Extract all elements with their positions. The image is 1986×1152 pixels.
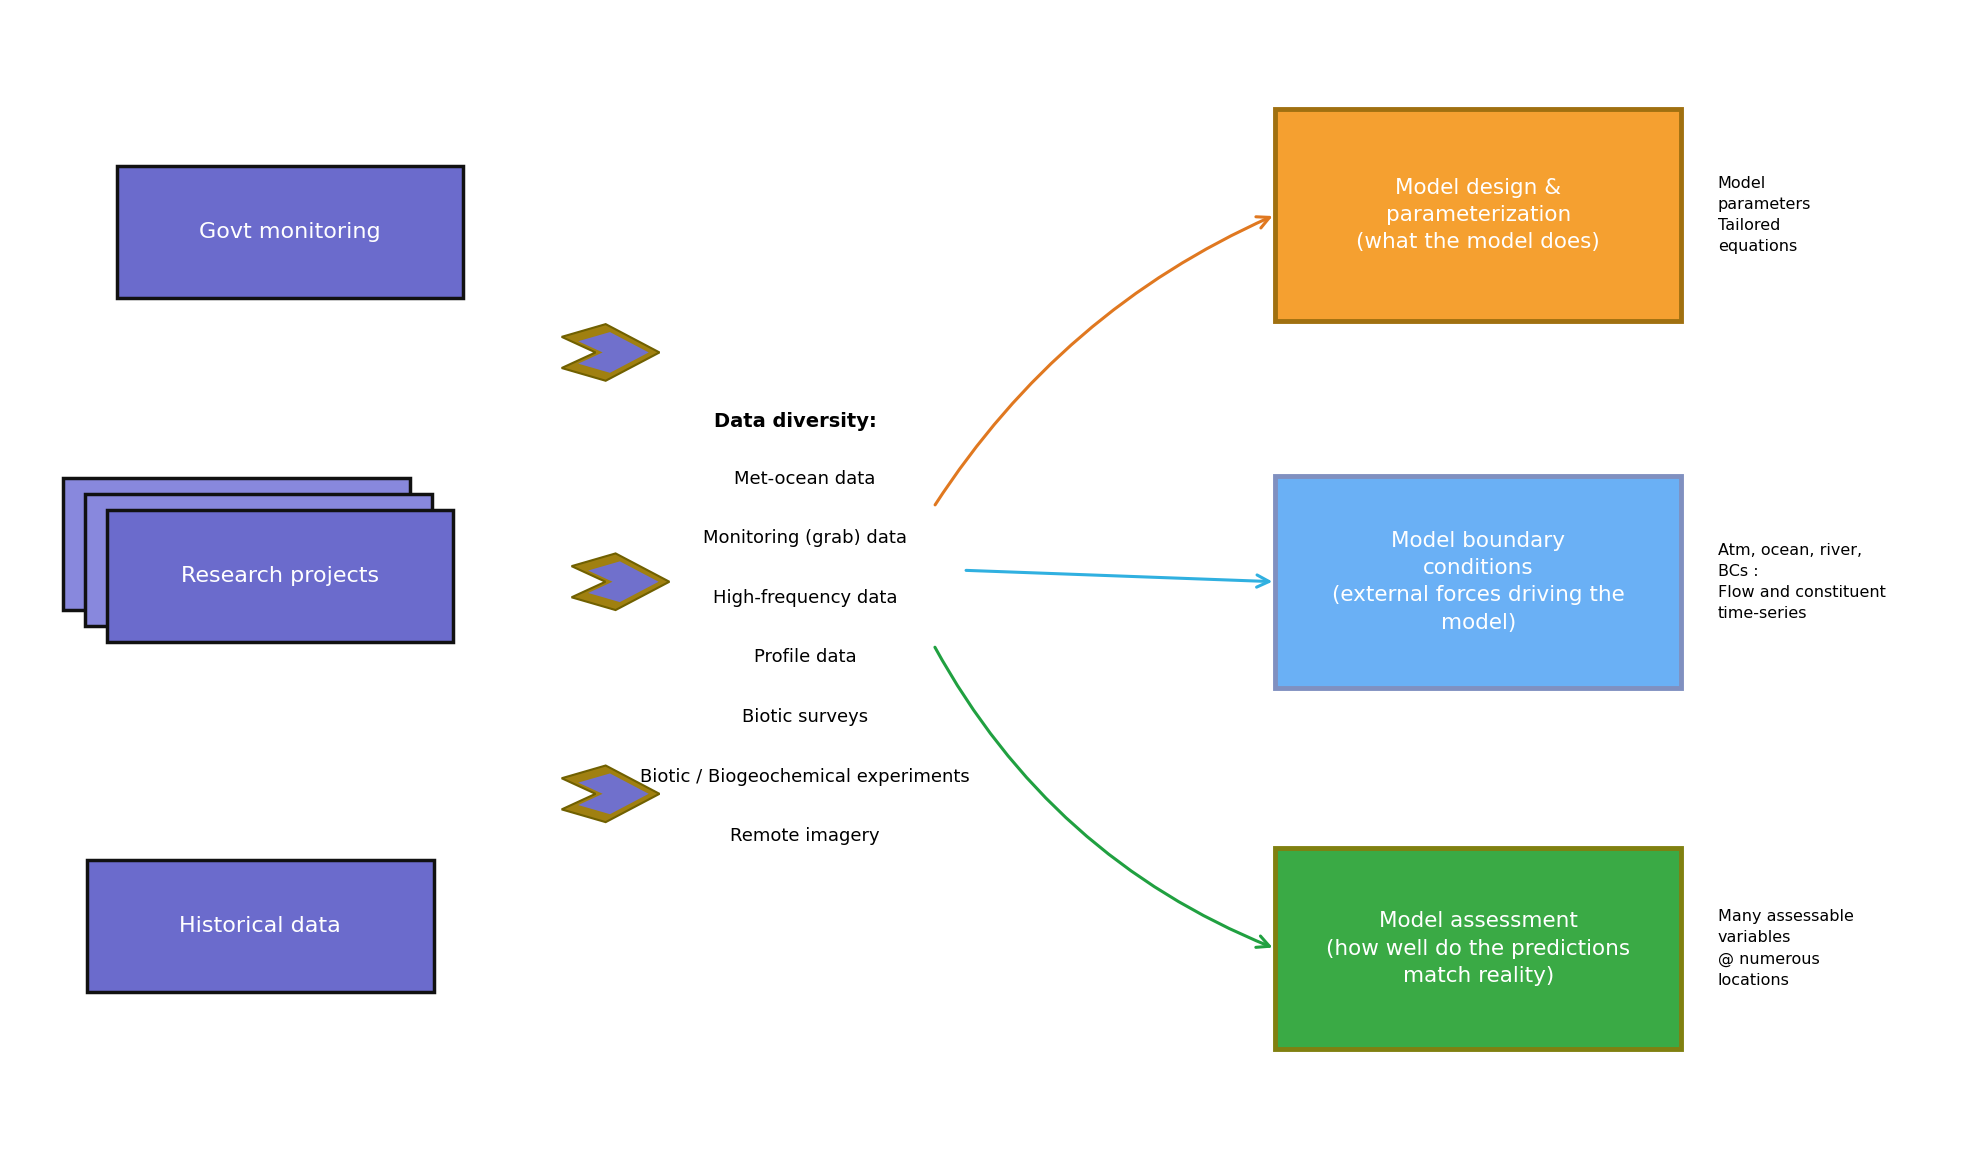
Text: Monitoring (grab) data: Monitoring (grab) data <box>703 529 908 547</box>
Text: Model
parameters
Tailored
equations: Model parameters Tailored equations <box>1718 176 1811 253</box>
Text: Historical data: Historical data <box>179 916 342 935</box>
FancyBboxPatch shape <box>85 494 431 626</box>
FancyBboxPatch shape <box>1275 848 1682 1049</box>
FancyBboxPatch shape <box>87 859 433 992</box>
Polygon shape <box>588 561 659 602</box>
FancyBboxPatch shape <box>1275 108 1682 321</box>
Text: Research projects: Research projects <box>181 566 379 586</box>
Text: Atm, ocean, river,
BCs :
Flow and constituent
time-series: Atm, ocean, river, BCs : Flow and consti… <box>1718 543 1887 621</box>
Text: Model design &
parameterization
(what the model does): Model design & parameterization (what th… <box>1356 177 1601 252</box>
Text: Biotic / Biogeochemical experiments: Biotic / Biogeochemical experiments <box>639 767 969 786</box>
FancyBboxPatch shape <box>117 166 463 298</box>
Text: Model assessment
(how well do the predictions
match reality): Model assessment (how well do the predic… <box>1327 911 1631 986</box>
Text: Many assessable
variables
@ numerous
locations: Many assessable variables @ numerous loc… <box>1718 909 1853 987</box>
FancyBboxPatch shape <box>64 478 409 609</box>
Polygon shape <box>562 324 659 381</box>
Text: Profile data: Profile data <box>753 649 856 666</box>
Text: Model boundary
conditions
(external forces driving the
model): Model boundary conditions (external forc… <box>1333 531 1625 632</box>
Text: Biotic surveys: Biotic surveys <box>743 708 868 726</box>
Text: Remote imagery: Remote imagery <box>731 827 880 846</box>
FancyBboxPatch shape <box>107 510 453 642</box>
Polygon shape <box>578 332 649 373</box>
Polygon shape <box>562 766 659 823</box>
Text: Data diversity:: Data diversity: <box>713 411 876 431</box>
Polygon shape <box>572 553 669 611</box>
Text: Govt monitoring: Govt monitoring <box>199 222 381 242</box>
Polygon shape <box>578 773 649 814</box>
Text: Met-ocean data: Met-ocean data <box>735 470 876 487</box>
Text: High-frequency data: High-frequency data <box>713 589 898 607</box>
FancyBboxPatch shape <box>1275 476 1682 688</box>
